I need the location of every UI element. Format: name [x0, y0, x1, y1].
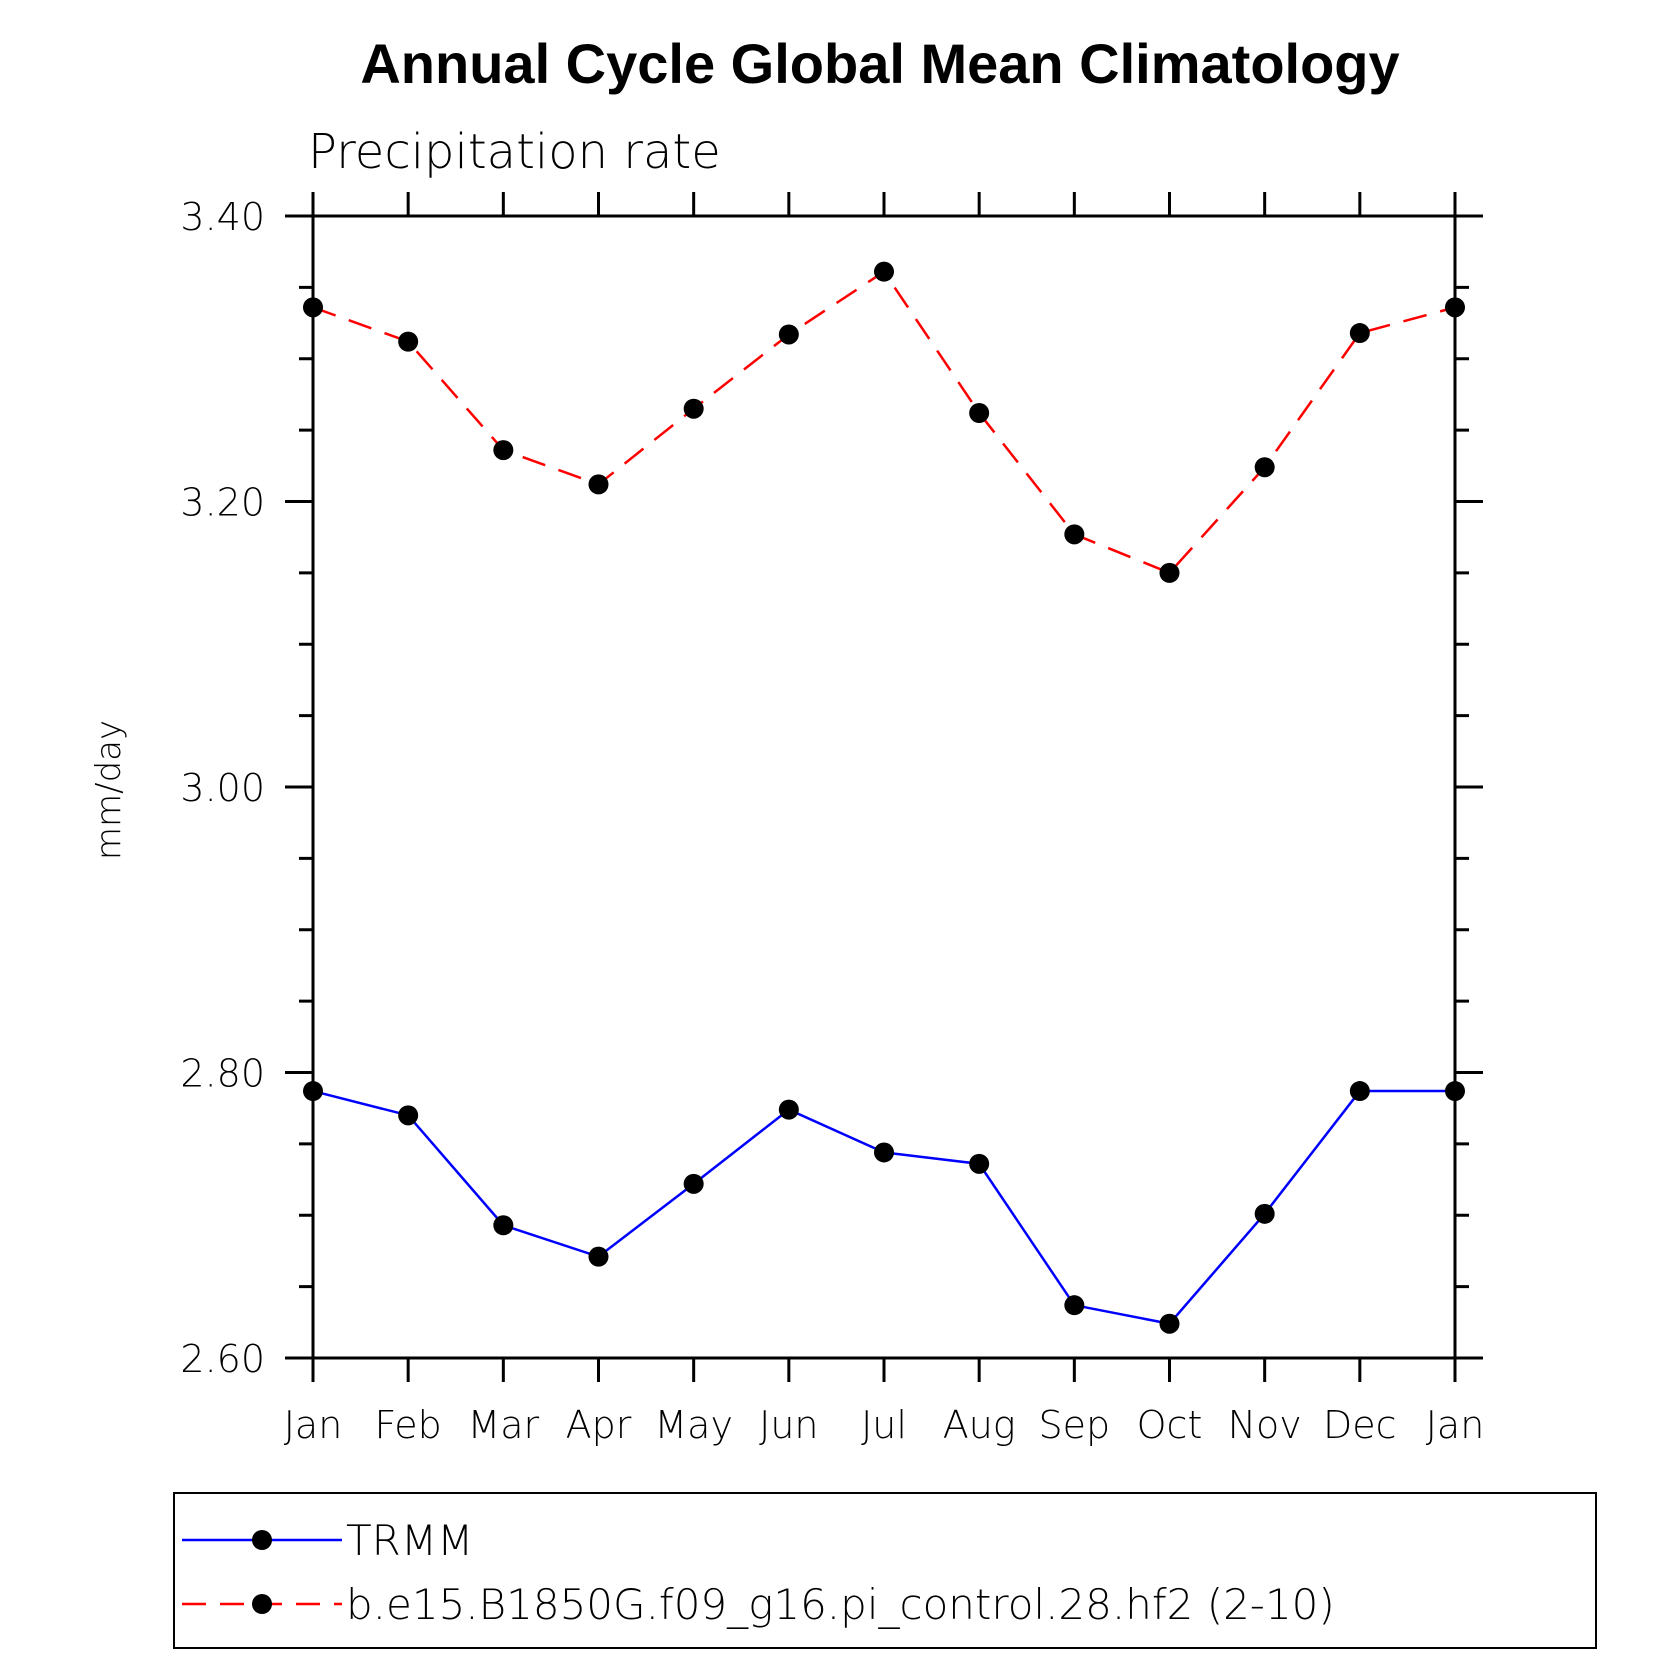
x-tick-label: Jun [759, 1403, 818, 1447]
x-tick-label: Aug [943, 1403, 1016, 1447]
data-point [398, 331, 419, 352]
y-axis-label: mm/day [89, 720, 129, 860]
data-point [1349, 323, 1370, 344]
data-point [1445, 1081, 1465, 1102]
y-tick-label: 3.00 [180, 766, 265, 810]
data-point [683, 398, 704, 419]
y-tick-label: 2.80 [180, 1052, 265, 1096]
y-tick-labels: 3.40 3.20 3.00 2.80 2.60 [180, 195, 265, 1381]
data-point [874, 261, 894, 282]
x-tick-label: Mar [467, 1403, 539, 1447]
x-tick-label: Nov [1228, 1403, 1302, 1447]
data-point [778, 1099, 799, 1120]
y-tick-label: 2.60 [180, 1337, 265, 1381]
x-tick-label: Sep [1039, 1403, 1111, 1447]
x-tick-label: Jan [1426, 1403, 1485, 1447]
data-point [1159, 562, 1180, 583]
x-tick-label: Jul [861, 1403, 907, 1447]
legend-box [173, 1492, 1597, 1649]
axis-ticks [285, 192, 1483, 1382]
data-point [1064, 524, 1085, 545]
series-layer [303, 261, 1465, 1334]
legend-marker [252, 1594, 272, 1614]
data-point [874, 1142, 894, 1163]
data-point [1159, 1313, 1180, 1334]
data-point [588, 1246, 609, 1267]
data-point [1254, 457, 1275, 478]
legend-label: b.e15.B1850G.f09_g16.pi_control.28.hf2 (… [346, 1580, 1335, 1629]
x-tick-labels: Jan Feb Mar Apr May Jun Jul Aug Sep Oct Nov Dec Jan [284, 1403, 1485, 1447]
data-point [493, 440, 514, 461]
data-point [969, 402, 990, 423]
x-tick-label: May [654, 1403, 733, 1447]
data-point [493, 1215, 514, 1236]
series-line-0 [312, 1089, 1455, 1326]
legend-label: TRMM [346, 1516, 473, 1565]
legend: TRMM b.e15.B1850G.f09_g16.pi_control.28.h… [173, 1492, 1597, 1649]
data-point [588, 474, 609, 495]
x-tick-label: Dec [1323, 1403, 1397, 1447]
data-point [1445, 297, 1465, 318]
data-point [683, 1173, 704, 1194]
y-tick-label: 3.40 [180, 195, 265, 239]
data-point [303, 297, 323, 318]
data-point [1064, 1295, 1085, 1316]
data-point [969, 1153, 990, 1174]
chart-title: Annual Cycle Global Mean Climatology [360, 32, 1399, 95]
x-tick-label: Jan [284, 1403, 343, 1447]
series-line-1 [312, 269, 1456, 575]
y-tick-label: 3.20 [180, 481, 265, 525]
data-point [303, 1081, 323, 1102]
x-tick-label: Oct [1137, 1403, 1203, 1447]
data-point [1254, 1203, 1275, 1224]
data-point [778, 324, 799, 345]
data-point [1349, 1081, 1370, 1102]
chart-subtitle: Precipitation rate [308, 124, 721, 180]
data-point [398, 1105, 419, 1126]
x-tick-label: Feb [375, 1403, 442, 1447]
plot-frame [311, 214, 1457, 1360]
legend-marker [252, 1530, 272, 1550]
x-tick-label: Apr [566, 1403, 632, 1447]
